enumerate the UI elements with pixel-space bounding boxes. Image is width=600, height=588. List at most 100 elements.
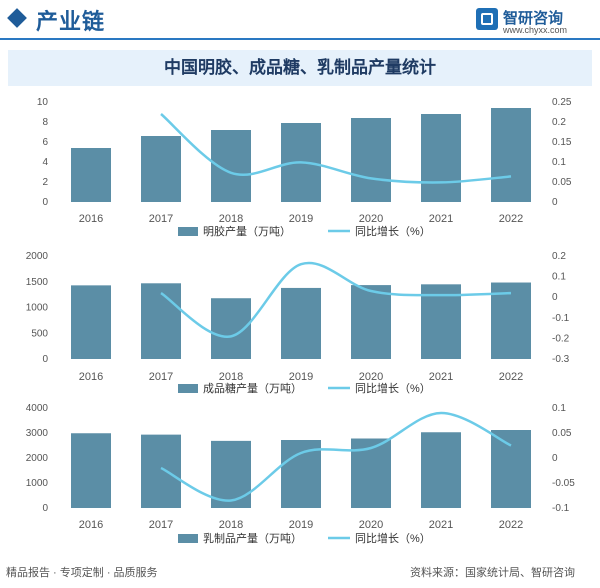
- x-axis-tick: 2020: [359, 213, 383, 225]
- x-axis-tick: 2021: [429, 519, 453, 531]
- left-axis-tick: 1000: [26, 478, 49, 489]
- right-axis-tick: -0.05: [552, 478, 575, 489]
- bar: [491, 108, 531, 202]
- logo-name: 智研咨询: [503, 10, 564, 27]
- right-axis-tick: 0: [552, 453, 558, 464]
- right-axis-tick: 0: [552, 197, 558, 208]
- chart-title: 中国明胶、成品糖、乳制品产量统计: [164, 58, 436, 77]
- left-axis-tick: 0: [42, 503, 48, 514]
- right-axis-tick: 0.2: [552, 251, 566, 262]
- bar: [71, 148, 111, 202]
- left-axis-tick: 500: [31, 328, 48, 339]
- dairy-chart: 0 1000 2000 3000 4000 -0.1 -0.05 0 0.05 0.1 2016 20…: [26, 403, 575, 545]
- bar: [351, 285, 391, 359]
- x-axis-tick: 2017: [149, 519, 173, 531]
- legend-bar-swatch: [178, 384, 198, 393]
- bar: [71, 285, 111, 359]
- chart-legend: 明胶产量（万吨） 同比增长（%）: [178, 224, 431, 238]
- right-axis-tick: 0.1: [552, 272, 566, 283]
- page-footer: 精品报告 · 专项定制 · 品质服务 资料来源：国家统计局、智研咨询: [0, 556, 600, 588]
- growth-line: [160, 411, 512, 502]
- left-axis-tick: 10: [37, 97, 49, 108]
- bar: [141, 283, 181, 359]
- legend-bar-swatch: [178, 227, 198, 236]
- x-axis-tick: 2016: [79, 213, 103, 225]
- x-axis-tick: 2022: [499, 371, 523, 383]
- right-axis-tick: 0.05: [552, 428, 572, 439]
- bar: [141, 434, 181, 508]
- bar: [351, 118, 391, 202]
- x-axis-tick: 2021: [429, 213, 453, 225]
- legend-line-label: 同比增长（%）: [355, 224, 431, 238]
- legend-bar-swatch: [178, 534, 198, 543]
- left-axis-tick: 2000: [26, 251, 49, 262]
- gelatin-chart: 0 2 4 6 8 10 0 0.05 0.1 0.15 0.2 0.25 2016 2017 2018 20…: [37, 97, 572, 238]
- left-axis-tick: 0: [42, 197, 48, 208]
- chart-legend: 乳制品产量（万吨） 同比增长（%）: [178, 531, 431, 545]
- x-axis-tick: 2022: [499, 213, 523, 225]
- right-axis-tick: -0.1: [552, 503, 570, 514]
- bar: [421, 284, 461, 359]
- legend-bar-label: 明胶产量（万吨）: [203, 224, 291, 238]
- left-axis-tick: 4: [42, 157, 48, 168]
- right-axis-tick: -0.3: [552, 354, 570, 365]
- x-axis-tick: 2020: [359, 519, 383, 531]
- x-axis-tick: 2018: [219, 213, 243, 225]
- left-axis-tick: 6: [42, 137, 48, 148]
- page-title: 产业链: [36, 9, 106, 34]
- left-axis-tick: 2: [42, 177, 48, 188]
- left-axis-tick: 8: [42, 117, 48, 128]
- right-axis-tick: 0.05: [552, 177, 572, 188]
- left-axis-tick: 1500: [26, 277, 49, 288]
- left-axis-tick: 2000: [26, 453, 49, 464]
- legend-bar-label: 乳制品产量（万吨）: [203, 531, 302, 545]
- right-axis-tick: -0.1: [552, 313, 570, 324]
- left-axis-tick: 4000: [26, 403, 49, 414]
- right-axis-tick: 0.1: [552, 157, 566, 168]
- header-divider: [0, 38, 600, 40]
- bar: [491, 282, 531, 359]
- bar: [421, 432, 461, 508]
- logo-icon: [476, 8, 498, 30]
- bar: [281, 440, 321, 508]
- logo-url: www.chyxx.com: [503, 25, 568, 35]
- x-axis-tick: 2019: [289, 213, 313, 225]
- footer-services: 精品报告 · 专项定制 · 品质服务: [6, 567, 158, 579]
- right-axis-tick: 0.15: [552, 137, 572, 148]
- x-axis-tick: 2021: [429, 371, 453, 383]
- right-axis-tick: -0.2: [552, 333, 570, 344]
- chart-legend: 成品糖产量（万吨） 同比增长（%）: [178, 381, 431, 395]
- right-axis-tick: 0.25: [552, 97, 572, 108]
- right-axis-tick: 0.2: [552, 117, 566, 128]
- growth-line: [160, 261, 512, 338]
- left-axis-tick: 0: [42, 354, 48, 365]
- x-axis-tick: 2019: [289, 519, 313, 531]
- x-axis-tick: 2020: [359, 371, 383, 383]
- x-axis-tick: 2019: [289, 371, 313, 383]
- page-header: 产业链 智研咨询 www.chyxx.com: [0, 0, 600, 44]
- brand-logo: 智研咨询 www.chyxx.com: [476, 6, 596, 36]
- bar: [421, 114, 461, 202]
- left-axis-tick: 1000: [26, 303, 49, 314]
- legend-bar-label: 成品糖产量（万吨）: [203, 381, 302, 395]
- bar: [71, 433, 111, 508]
- diamond-icon: [7, 8, 27, 28]
- x-axis-tick: 2017: [149, 371, 173, 383]
- chart-title-banner: 中国明胶、成品糖、乳制品产量统计: [8, 50, 592, 86]
- x-axis-tick: 2016: [79, 371, 103, 383]
- legend-line-label: 同比增长（%）: [355, 381, 431, 395]
- bar: [491, 430, 531, 508]
- right-axis-tick: 0: [552, 292, 558, 303]
- sugar-chart: 0 500 1000 1500 2000 -0.3 -0.2 -0.1 0 0.1 0.2 2016 2…: [26, 251, 570, 395]
- left-axis-tick: 3000: [26, 428, 49, 439]
- bar: [281, 287, 321, 359]
- legend-line-label: 同比增长（%）: [355, 531, 431, 545]
- right-axis-tick: 0.1: [552, 403, 566, 414]
- bar: [141, 136, 181, 202]
- x-axis-tick: 2016: [79, 519, 103, 531]
- x-axis-tick: 2018: [219, 371, 243, 383]
- x-axis-tick: 2022: [499, 519, 523, 531]
- x-axis-tick: 2018: [219, 519, 243, 531]
- x-axis-tick: 2017: [149, 213, 173, 225]
- footer-source: 资料来源：国家统计局、智研咨询: [410, 567, 575, 579]
